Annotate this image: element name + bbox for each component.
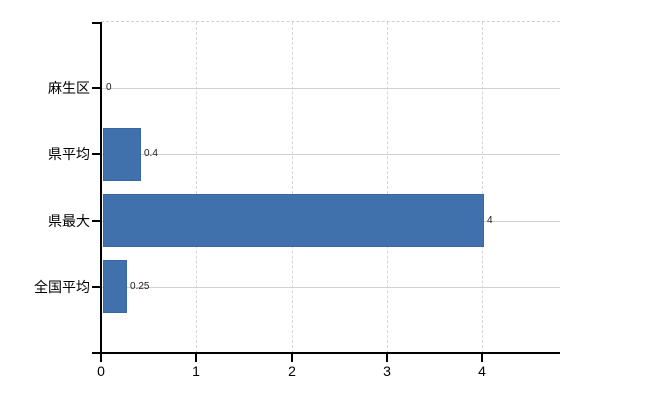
horizontal-gridline <box>102 88 560 89</box>
bar <box>103 128 141 181</box>
vertical-gridline <box>387 22 388 353</box>
x-tick-mark <box>195 354 197 362</box>
y-tick-mark <box>92 87 100 89</box>
category-label: 全国平均 <box>34 279 90 295</box>
y-tick-mark <box>92 286 100 288</box>
category-label: 県平均 <box>48 146 90 162</box>
bar <box>103 260 127 313</box>
horizontal-gridline <box>102 287 560 288</box>
x-axis-line <box>92 352 560 354</box>
x-tick-mark <box>100 354 102 362</box>
x-tick-label: 0 <box>97 363 105 379</box>
category-label: 県最大 <box>48 213 90 229</box>
x-tick-label: 3 <box>383 363 391 379</box>
y-tick-mark <box>92 220 100 222</box>
bar-value-label: 0 <box>106 82 112 93</box>
bar-value-label: 0.25 <box>130 281 150 292</box>
y-tick-mark <box>92 153 100 155</box>
vertical-gridline <box>482 22 483 353</box>
x-tick-mark <box>291 354 293 362</box>
bar-value-label: 0.4 <box>144 148 158 159</box>
x-tick-label: 1 <box>192 363 200 379</box>
x-tick-label: 4 <box>478 363 486 379</box>
x-tick-label: 2 <box>288 363 296 379</box>
vertical-gridline <box>292 22 293 353</box>
plot-top-border <box>101 21 560 22</box>
y-axis-line <box>100 22 102 353</box>
category-label: 麻生区 <box>48 80 90 96</box>
horizontal-gridline <box>102 154 560 155</box>
x-tick-mark <box>386 354 388 362</box>
y-tick-mark <box>92 22 100 24</box>
bar-value-label: 4 <box>487 215 493 226</box>
x-tick-mark <box>481 354 483 362</box>
bar <box>103 194 484 247</box>
vertical-gridline <box>196 22 197 353</box>
